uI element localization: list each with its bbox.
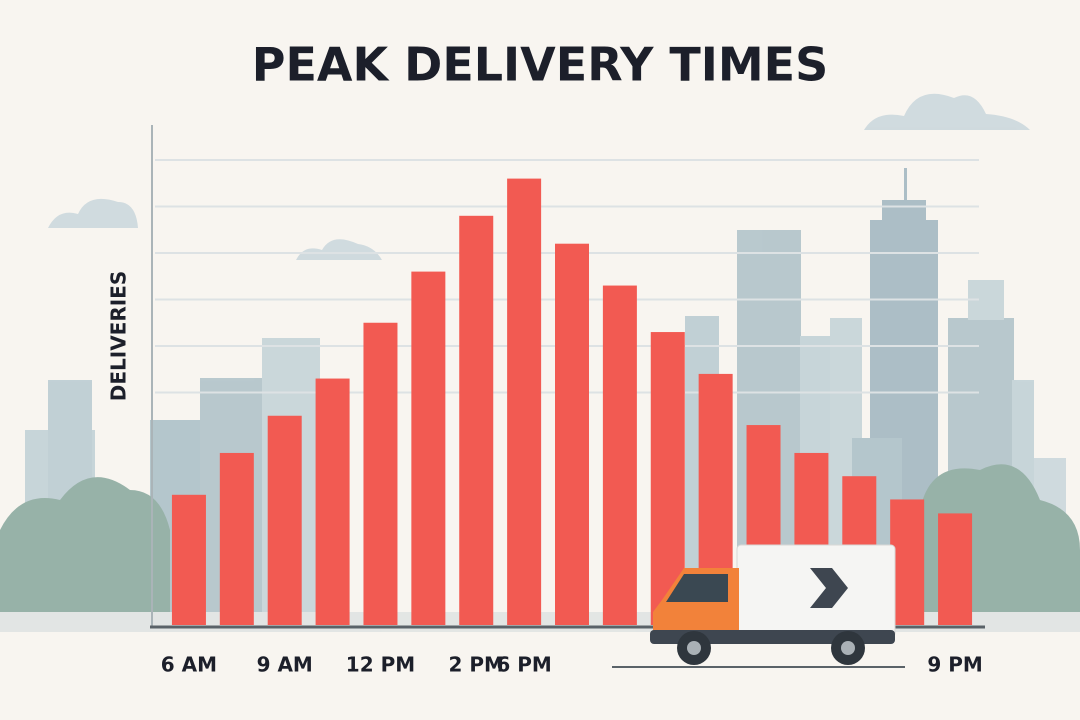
- x-tick-label: 2 PM: [449, 653, 504, 677]
- x-tick-label: 9 PM: [927, 653, 982, 677]
- bar: [219, 452, 254, 625]
- chart-title: PEAK DELIVERY TIMES: [252, 38, 829, 92]
- bar: [555, 243, 589, 625]
- bar: [459, 215, 494, 626]
- bar: [602, 285, 637, 625]
- x-tick-label: 6 PM: [496, 653, 551, 677]
- bar: [507, 178, 542, 625]
- bar: [938, 513, 973, 625]
- x-tick-label: 12 PM: [346, 653, 415, 677]
- bar: [890, 499, 925, 625]
- x-tick-label: 6 AM: [161, 653, 217, 677]
- bar: [363, 322, 398, 625]
- y-axis-label: DELIVERIES: [107, 271, 131, 402]
- x-tick-label: 9 AM: [257, 653, 313, 677]
- bar: [267, 415, 302, 625]
- bar: [411, 271, 446, 625]
- bar: [171, 494, 206, 625]
- x-labels: 6 AM 9 AM 12 PM 2 PM6 PM 9 PM: [161, 653, 983, 677]
- bar: [315, 378, 350, 625]
- delivery-truck: [650, 544, 896, 665]
